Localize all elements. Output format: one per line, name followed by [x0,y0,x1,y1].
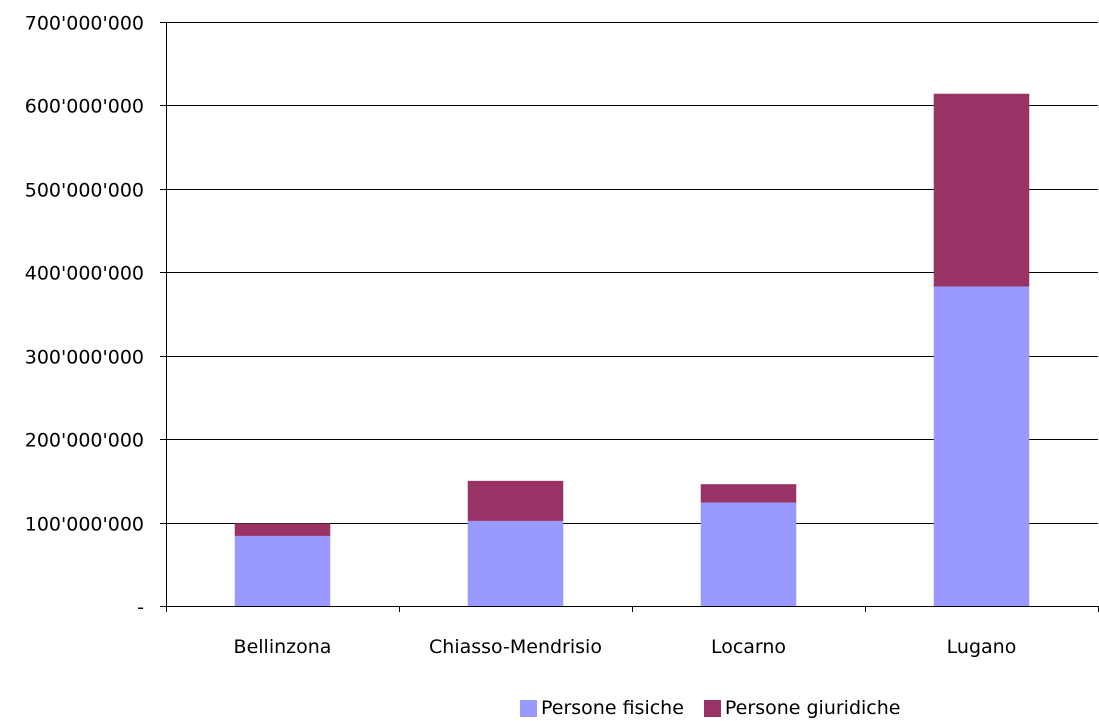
x-category-label: Lugano [947,636,1017,658]
x-category-label: Locarno [711,636,786,658]
y-tick-label: - [137,597,144,619]
legend-swatch-persone-giuridiche [703,699,721,717]
legend-label-persone-fisiche: Persone fisiche [541,697,684,719]
bar-locarno-persone-giuridiche [700,484,797,503]
x-category-label: Bellinzona [234,636,332,658]
bar-bellinzona-persone-fisiche [234,535,331,606]
y-tick-label: 700'000'000 [25,13,144,35]
y-tick-label: 200'000'000 [25,430,144,452]
legend: Persone fisiche Persone giuridiche [520,696,900,720]
bar-lugano-persone-giuridiche [933,93,1030,287]
legend-label-persone-giuridiche: Persone giuridiche [724,697,901,719]
bar-locarno-persone-fisiche [700,502,797,606]
x-axis-category-labels: Bellinzona Chiasso-Mendrisio Locarno Lugano [234,636,1017,658]
legend-swatch-persone-fisiche [520,699,537,717]
y-axis-tick-labels: - 100'000'000 200'000'000 300'000'000 400'00… [25,13,144,619]
bars [234,93,1030,606]
bar-lugano-persone-fisiche [933,286,1030,606]
legend-item-persone-fisiche: Persone fisiche [520,697,684,719]
y-tick-label: 300'000'000 [25,347,144,369]
x-category-label: Chiasso-Mendrisio [429,636,602,658]
y-tick-label: 600'000'000 [25,96,144,118]
y-tick-label: 400'000'000 [25,263,144,285]
bar-chiasso-mendrisio-persone-giuridiche [467,480,564,521]
bar-chiasso-mendrisio-persone-fisiche [467,520,564,606]
y-tick-label: 100'000'000 [25,514,144,536]
y-tick-label: 500'000'000 [25,180,144,202]
bar-bellinzona-persone-giuridiche [234,523,331,536]
legend-item-persone-giuridiche: Persone giuridiche [703,697,901,719]
